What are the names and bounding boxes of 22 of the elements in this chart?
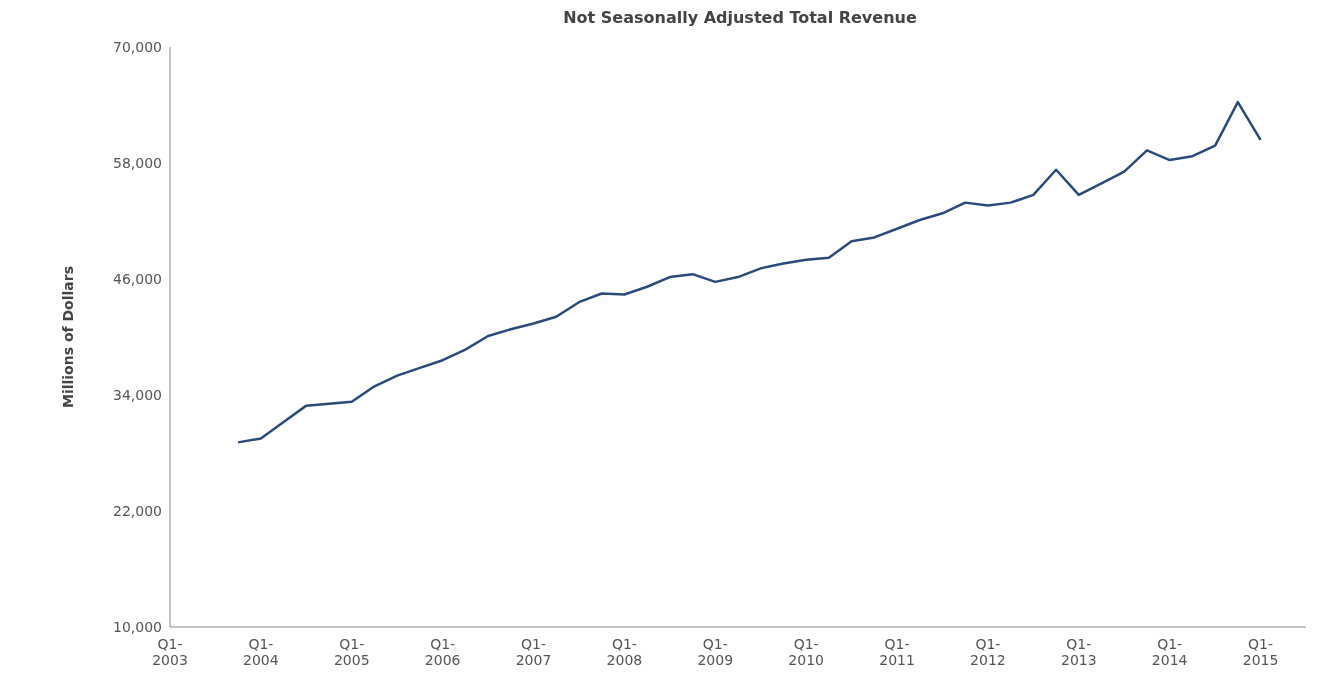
y-tick-label: 10,000 (113, 618, 162, 635)
x-tick-label: Q1- 2012 (970, 636, 1006, 668)
y-tick-label: 46,000 (113, 270, 162, 287)
x-tick-label: Q1- 2003 (152, 636, 188, 668)
x-tick-label: Q1- 2008 (606, 636, 643, 668)
y-tick-label: 58,000 (113, 154, 162, 171)
x-tick-label: Q1- 2005 (333, 636, 370, 668)
x-tick-label: Q1- 2007 (515, 636, 552, 668)
x-tick-label: Q1- 2013 (1060, 636, 1097, 668)
y-tick-label: 70,000 (113, 38, 162, 55)
x-tick-label: Q1- 2009 (697, 636, 734, 668)
x-tick-label: Q1- 2015 (1242, 636, 1279, 668)
chart-title: Not Seasonally Adjusted Total Revenue (562, 8, 918, 27)
line-series (236, 100, 1262, 444)
x-tick-label: Q1- 2014 (1151, 636, 1188, 668)
x-tick-label: Q1- 2010 (788, 636, 824, 668)
y-tick-label: 22,000 (113, 502, 162, 519)
x-tick-label: Q1- 2006 (424, 636, 461, 668)
x-tick-label: Q1- 2004 (243, 636, 279, 668)
x-tick-label: Q1- 2011 (879, 636, 915, 668)
y-axis-title: Millions of Dollars (59, 265, 76, 409)
y-tick-label: 34,000 (113, 386, 162, 403)
